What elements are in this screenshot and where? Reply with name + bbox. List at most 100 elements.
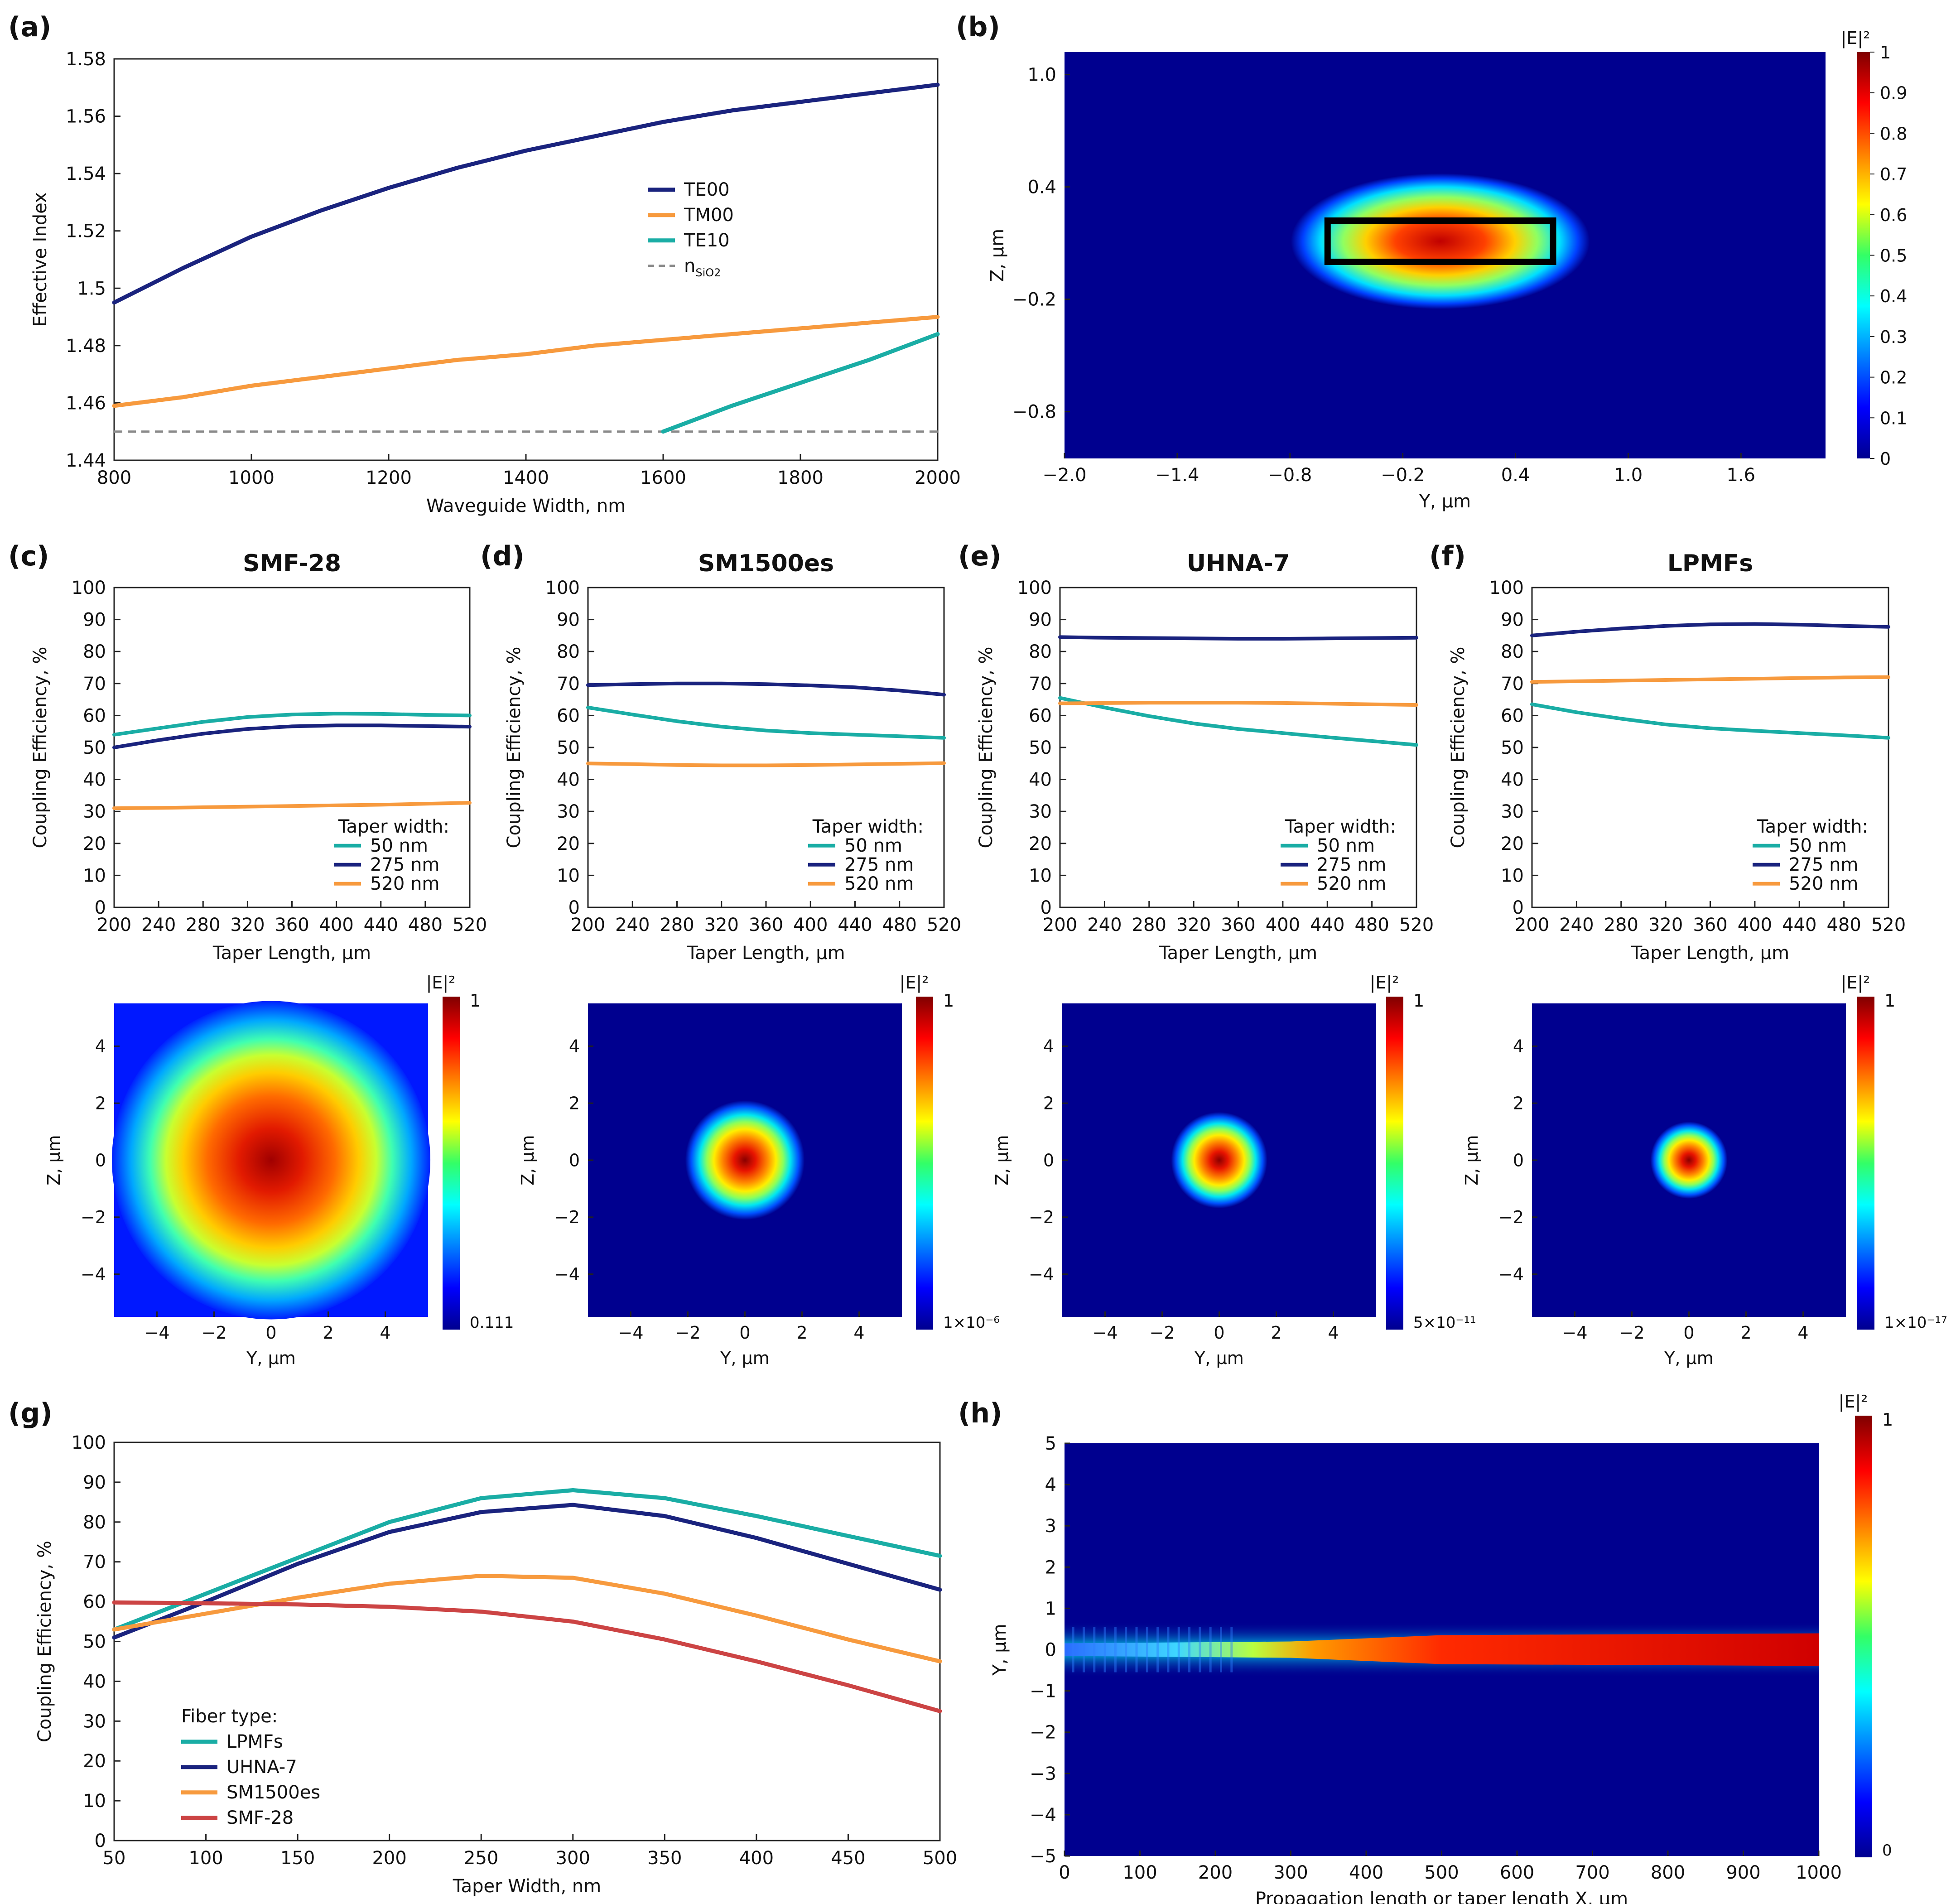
y-axis-label-e2: Z, µm: [992, 1135, 1012, 1185]
chart-d: 200 240 280 320 360 400 440 480 520 0 10 20 30 40 50 60…: [504, 550, 961, 964]
x-tick-label-e: 240: [1087, 915, 1122, 935]
y-tick-label-e: 0: [1041, 897, 1052, 918]
series-line-50-nm: [586, 705, 946, 740]
x-axis-label-f: Taper Length, µm: [1631, 943, 1789, 964]
y-tick-label-a: 1.54: [66, 164, 106, 184]
colorbar-title-e2: |E|²: [1370, 973, 1399, 993]
y-tick-label-d: 10: [557, 865, 580, 886]
legend-label-g: LPMFs: [226, 1731, 283, 1752]
colorbar-title-h: |E|²: [1839, 1392, 1868, 1412]
interference-fringe-h: [1177, 1627, 1180, 1673]
x-tick-label-f: 440: [1782, 915, 1816, 935]
y-tick-label-f: 50: [1501, 737, 1524, 758]
x-tick-label-d: 320: [704, 915, 739, 935]
x-tick-label-d2: −4: [618, 1323, 643, 1343]
x-tick-label-b: 1.6: [1727, 465, 1756, 486]
x-tick-label-e2: −4: [1092, 1323, 1118, 1343]
series-line-smf-28: [112, 1600, 942, 1713]
mode-field-d2: [685, 1100, 805, 1220]
y-axis-label-g: Coupling Efficiency, %: [34, 1541, 55, 1742]
colorbar-max-label-d2: 1: [943, 991, 954, 1011]
x-tick-label-e: 520: [1399, 915, 1434, 935]
plot-frame-a: [113, 58, 939, 461]
chart-c2: −4 −2 0 2 4 4 2 0 −2 −4 Y, µm Z, µm: [44, 1001, 431, 1368]
colorbar-max-label-e2: 1: [1413, 991, 1424, 1011]
panel-label-d: (d): [480, 540, 525, 572]
y-tick-label-c2: −2: [81, 1207, 106, 1227]
x-tick-label-e: 200: [1043, 915, 1077, 935]
y-tick-label-f2: 0: [1513, 1150, 1524, 1170]
x-tick-label-f: 320: [1648, 915, 1683, 935]
colorbar-title-f2: |E|²: [1841, 973, 1870, 993]
colorbar-tick-label-b: 0.3: [1880, 327, 1907, 347]
x-axis-label-c2: Y, µm: [246, 1348, 296, 1368]
chart-e: 200 240 280 320 360 400 440 480 520 0 10 20 30 40 50 60…: [976, 550, 1434, 964]
y-tick-label-e2: 0: [1043, 1150, 1054, 1170]
y-tick-label-f: 80: [1501, 641, 1524, 662]
series-line-275-nm: [1530, 622, 1890, 637]
interference-fringe-h: [1209, 1627, 1212, 1673]
panel-label-c: (c): [8, 540, 49, 572]
y-tick-label-h: 2: [1045, 1557, 1056, 1578]
y-tick-label-e: 40: [1029, 770, 1052, 791]
x-tick-label-f2: 4: [1797, 1323, 1808, 1343]
interference-fringe-h: [1072, 1627, 1074, 1673]
y-tick-label-b: 0.4: [1027, 177, 1056, 198]
legend-label-f: 50 nm: [1789, 835, 1847, 856]
y-tick-label-g: 100: [72, 1432, 106, 1453]
x-tick-label-h: 700: [1575, 1862, 1609, 1883]
x-tick-label-c2: −2: [201, 1323, 226, 1343]
x-tick-label-e2: 4: [1328, 1323, 1339, 1343]
legend-label-a: TE00: [684, 179, 730, 200]
y-tick-label-h: 4: [1045, 1475, 1056, 1495]
interference-fringe-h: [1135, 1627, 1138, 1673]
y-tick-label-f: 90: [1501, 610, 1524, 631]
interference-fringe-h: [1230, 1627, 1233, 1673]
series-line-50-nm: [112, 712, 472, 737]
y-tick-label-g: 60: [83, 1592, 106, 1613]
interference-fringe-h: [1199, 1627, 1201, 1673]
chart-title-f: LPMFs: [1667, 550, 1753, 577]
legend-label-d: 275 nm: [844, 854, 914, 875]
x-tick-label-c: 400: [319, 915, 353, 935]
chart-b: −2.0 −1.4 −0.8 −0.2 0.4 1.0 1.6 1.0 0.4 −0.2 −0.8 Y…: [987, 52, 1826, 512]
colorbar-gradient-f2: [1857, 997, 1874, 1330]
y-tick-label-e2: −2: [1029, 1207, 1054, 1227]
y-tick-label-g: 80: [83, 1512, 106, 1533]
x-tick-label-f: 200: [1515, 915, 1549, 935]
y-tick-label-h: −5: [1030, 1846, 1056, 1867]
legend-title-e: Taper width:: [1285, 816, 1396, 837]
x-tick-label-e2: 0: [1214, 1323, 1224, 1343]
x-axis-label-d: Taper Length, µm: [686, 943, 845, 964]
y-tick-label-e: 90: [1029, 610, 1052, 631]
x-tick-label-f2: −4: [1562, 1323, 1587, 1343]
mode-field-c2: [111, 1001, 431, 1320]
y-tick-label-b: −0.8: [1012, 402, 1056, 423]
y-axis-label-d2: Z, µm: [518, 1135, 538, 1185]
y-axis-label-h: Y, µm: [989, 1624, 1010, 1676]
y-axis-label-f: Coupling Efficiency, %: [1448, 647, 1469, 848]
legend-label-ref-a: nSiO2: [684, 255, 721, 279]
series-line-uhna-7: [112, 1503, 942, 1640]
x-tick-label-h: 600: [1500, 1862, 1534, 1883]
legend-title-g: Fiber type:: [181, 1706, 278, 1727]
x-tick-label-e: 320: [1176, 915, 1211, 935]
colorbar-max-label-f2: 1: [1884, 991, 1895, 1011]
x-tick-label-d: 200: [571, 915, 605, 935]
x-tick-label-b: −2.0: [1042, 465, 1086, 486]
y-tick-label-c2: −4: [81, 1264, 106, 1284]
y-tick-label-h: 0: [1045, 1640, 1056, 1661]
x-tick-label-g: 250: [464, 1848, 498, 1869]
y-tick-label-c2: 4: [95, 1036, 106, 1056]
x-tick-label-f2: 0: [1683, 1323, 1694, 1343]
y-tick-label-c: 0: [95, 897, 106, 918]
y-tick-label-c2: 2: [95, 1093, 106, 1113]
panel-label-b: (b): [956, 11, 1000, 43]
x-tick-label-g: 100: [188, 1848, 223, 1869]
x-tick-label-c: 360: [275, 915, 309, 935]
x-tick-label-c2: 4: [380, 1323, 390, 1343]
colorbar-min-label-h: 0: [1882, 1841, 1892, 1860]
legend-label-c: 520 nm: [370, 873, 439, 894]
colorbar-tick-label-b: 0.7: [1880, 164, 1907, 184]
